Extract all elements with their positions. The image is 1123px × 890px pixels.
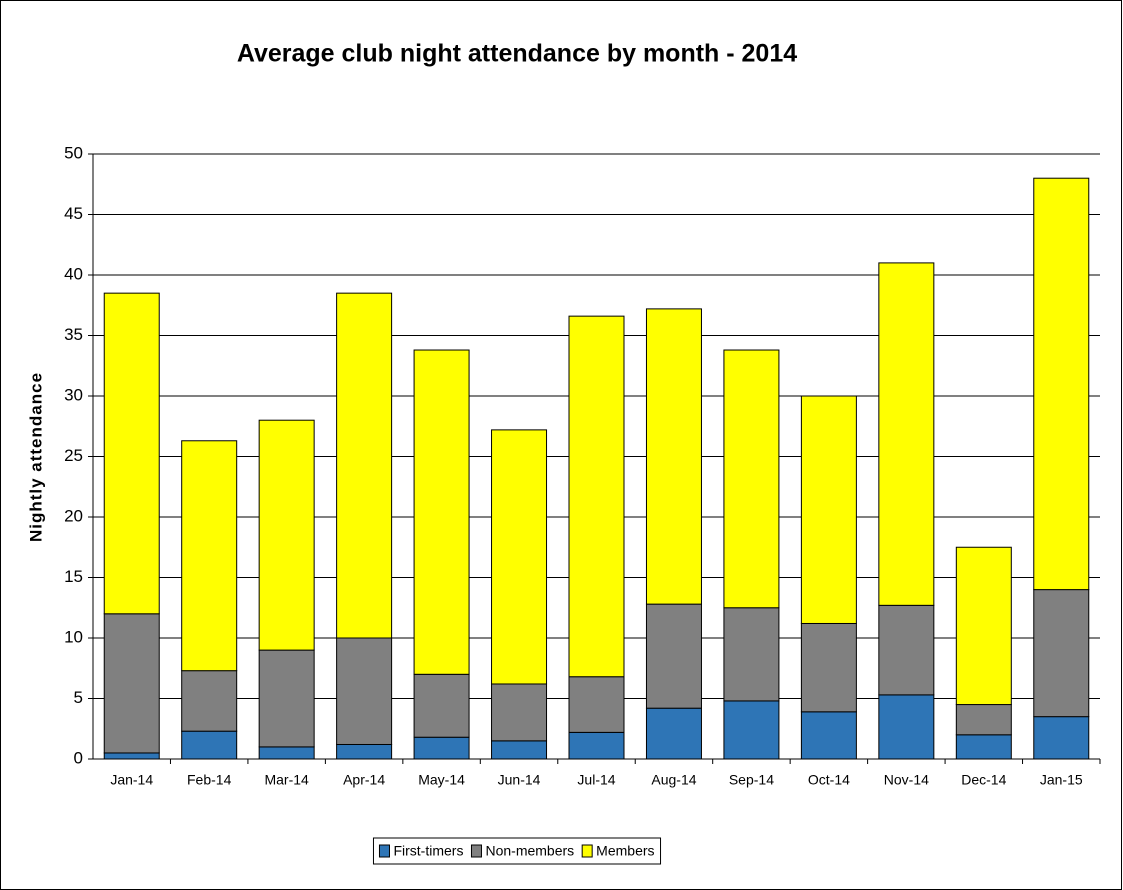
x-tick-label: Jul-14 — [577, 772, 615, 788]
bar-segment — [568, 731, 625, 760]
bar-segment — [1033, 716, 1090, 760]
bar-segment — [181, 730, 238, 760]
bar-segment — [413, 349, 470, 675]
x-tick-label: May-14 — [418, 772, 465, 788]
bar-segment — [568, 315, 625, 678]
legend-swatch — [581, 844, 593, 858]
bar-segment — [491, 740, 548, 760]
bar-segment — [181, 440, 238, 672]
y-tick-label: 35 — [64, 325, 83, 344]
bar-segment — [413, 673, 470, 738]
y-tick-label: 25 — [64, 446, 83, 465]
bar-segment — [491, 683, 548, 742]
x-tick-label: Mar-14 — [264, 772, 309, 788]
bar-segment — [878, 694, 935, 760]
x-tick-label: Dec-14 — [961, 772, 1006, 788]
bar-segment — [800, 395, 857, 624]
x-tick-label: Apr-14 — [343, 772, 385, 788]
bar-segment — [103, 752, 160, 760]
bar-segment — [645, 603, 702, 709]
x-tick-label: Feb-14 — [187, 772, 232, 788]
legend-box — [372, 837, 662, 865]
y-tick-label: 50 — [64, 143, 83, 162]
bar-segment — [336, 637, 393, 745]
bar-segment — [955, 704, 1012, 736]
y-tick-label: 0 — [74, 748, 83, 767]
bar-segment — [336, 292, 393, 639]
bar-segment — [491, 429, 548, 685]
bar-segment — [258, 649, 315, 748]
legend-label: First-timers — [393, 843, 463, 859]
x-tick-label: Sep-14 — [729, 772, 774, 788]
bar-segment — [878, 262, 935, 606]
bar-segment — [955, 546, 1012, 706]
y-tick-label: 10 — [64, 627, 83, 646]
bar-segment — [955, 734, 1012, 760]
legend-label: Members — [596, 843, 654, 859]
bar-segment — [723, 700, 780, 760]
x-tick-label: Jan-15 — [1040, 772, 1083, 788]
bar-segment — [336, 743, 393, 760]
y-tick-label: 20 — [64, 506, 83, 525]
bar-segment — [258, 419, 315, 651]
bar-segment — [1033, 177, 1090, 591]
legend-swatch — [470, 844, 482, 858]
bar-segment — [258, 746, 315, 760]
bar-segment — [723, 607, 780, 702]
bar-segment — [103, 292, 160, 615]
y-tick-label: 15 — [64, 567, 83, 586]
x-tick-label: Oct-14 — [808, 772, 850, 788]
y-tick-label: 30 — [64, 385, 83, 404]
bar-segment — [103, 613, 160, 754]
bar-segment — [1033, 589, 1090, 718]
y-tick-label: 45 — [64, 204, 83, 223]
y-axis-label: Nightly attendance — [26, 372, 45, 542]
legend-label: Non-members — [485, 843, 574, 859]
y-tick-label: 5 — [74, 688, 83, 707]
bar-segment — [800, 711, 857, 760]
bar-segment — [645, 308, 702, 605]
bar-segment — [181, 670, 238, 732]
bar-segment — [878, 604, 935, 696]
x-tick-label: Nov-14 — [884, 772, 929, 788]
bar-segment — [413, 736, 470, 760]
y-tick-label: 40 — [64, 264, 83, 283]
x-tick-label: Aug-14 — [651, 772, 696, 788]
x-tick-label: Jun-14 — [498, 772, 541, 788]
bar-segment — [723, 349, 780, 609]
bar-segment — [568, 676, 625, 733]
x-tick-label: Jan-14 — [110, 772, 153, 788]
bar-segment — [800, 622, 857, 713]
legend-swatch — [378, 844, 390, 858]
chart-title: Average club night attendance by month -… — [237, 40, 797, 68]
bar-segment — [645, 707, 702, 760]
